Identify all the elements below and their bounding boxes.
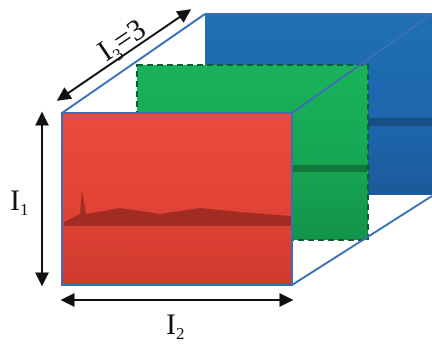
label-part: I [166,308,176,341]
width-label: I2 [166,308,185,343]
depth-label: I3=3 [91,12,153,70]
tensor-diagram: I3=3 I1 I2 [0,0,432,344]
label-part: I [10,184,20,217]
red-channel [62,113,292,285]
label-part: 1 [20,200,29,219]
height-label: I1 [10,184,29,219]
page: {"labels": { "depth": {"symbol": "I", "i… [0,0,432,344]
label-part: 2 [176,324,185,343]
